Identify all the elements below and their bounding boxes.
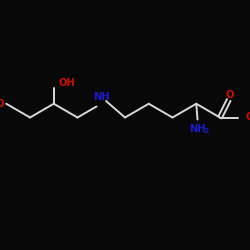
Text: 2: 2 [203,128,208,134]
Text: O: O [226,90,234,100]
Text: NH: NH [189,124,206,134]
Text: OH: OH [58,78,75,88]
Text: HO: HO [0,99,5,109]
Text: NH: NH [93,92,110,102]
Text: OH: OH [246,112,250,122]
